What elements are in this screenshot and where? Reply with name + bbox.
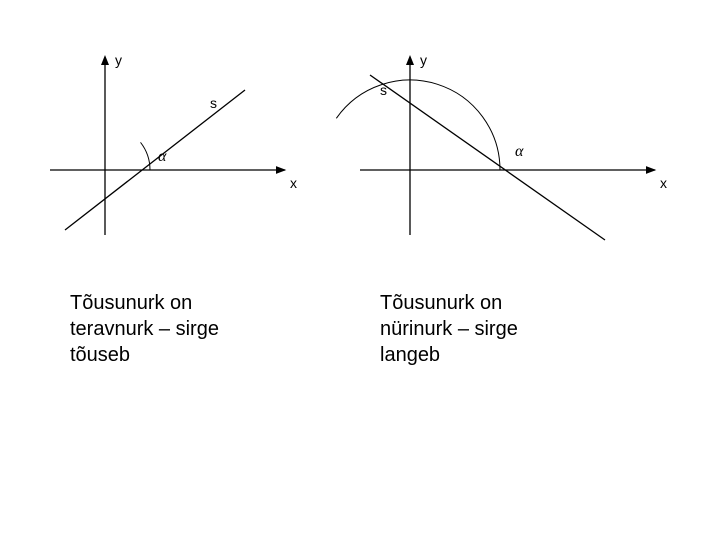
- right-caption: Tõusunurk on nürinurk – sirge langeb: [380, 290, 518, 368]
- left-caption-line1: Tõusunurk on: [70, 292, 192, 314]
- left-x-label: x: [290, 175, 297, 191]
- right-x-label: x: [660, 175, 667, 191]
- left-s-label: s: [210, 95, 217, 111]
- left-y-label: y: [115, 52, 122, 68]
- left-caption-line3: tõuseb: [70, 344, 130, 366]
- left-chart: y x s α: [50, 60, 350, 260]
- right-caption-line2: nürinurk – sirge: [380, 318, 518, 340]
- left-alpha-label: α: [158, 148, 166, 166]
- right-s-label: s: [380, 82, 387, 98]
- left-caption: Tõusunurk on teravnurk – sirge tõuseb: [70, 290, 219, 368]
- right-chart: y x s α: [360, 60, 680, 260]
- right-y-label: y: [420, 52, 427, 68]
- right-alpha-label: α: [515, 143, 523, 161]
- right-caption-line3: langeb: [380, 344, 440, 366]
- left-chart-svg: [50, 60, 350, 260]
- left-caption-line2: teravnurk – sirge: [70, 318, 219, 340]
- right-caption-line1: Tõusunurk on: [380, 292, 502, 314]
